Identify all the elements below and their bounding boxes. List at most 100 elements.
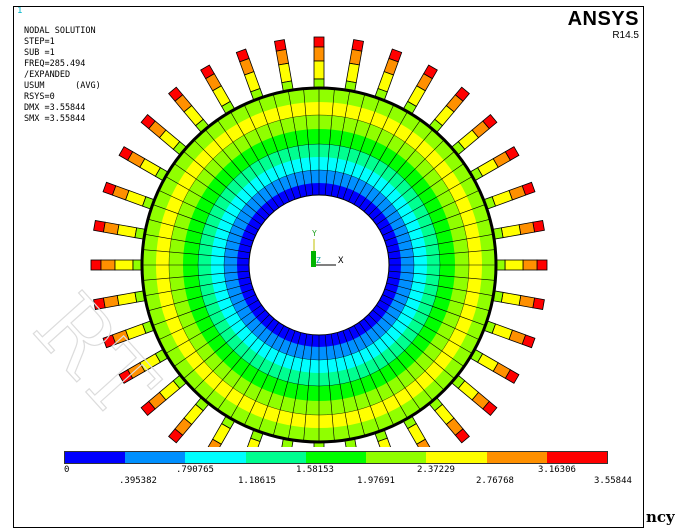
mesh-line (348, 105, 394, 202)
legend-label-top: 0 (64, 465, 70, 475)
mesh-line (368, 140, 444, 216)
mesh-line (303, 334, 314, 441)
mesh-line (217, 322, 280, 410)
mesh-line (288, 91, 308, 197)
info-line-smx: SMX =3.55844 (24, 114, 86, 124)
mesh-line (303, 89, 314, 196)
window-number: 1 (17, 6, 23, 16)
mesh-line (273, 332, 302, 436)
legend-color-swatch (305, 452, 367, 463)
mesh-line (358, 322, 421, 410)
mesh-line (244, 105, 290, 202)
info-line-dmx: DMX =3.55844 (24, 103, 86, 113)
watermark-text: RT (14, 274, 176, 438)
stator-tooth (400, 64, 438, 120)
mesh-line (145, 276, 251, 296)
mesh-line (386, 219, 490, 248)
mesh-line (244, 328, 290, 425)
legend-label-bottom: .395382 (119, 476, 157, 486)
legend-label-top: 2.37229 (417, 465, 455, 475)
legend-label-bottom: 1.18615 (238, 476, 276, 486)
info-line-rsys: RSYS=0 (24, 92, 55, 102)
legend-color-swatch (185, 452, 246, 463)
contour-legend: 0 .790765 1.58153 2.37229 3.16306 .39538… (64, 451, 632, 511)
legend-color-swatch (486, 452, 547, 463)
legend-label-top: 1.58153 (296, 465, 334, 475)
graphics-viewport[interactable]: 1 NODAL SOLUTION STEP=1 SUB =1 FREQ=285.… (13, 6, 644, 528)
mesh-line (376, 304, 464, 367)
info-line-expanded: /EXPANDED (24, 70, 71, 80)
mesh-line (372, 151, 455, 221)
triad-y-label: Y (312, 229, 317, 238)
mesh-line (342, 99, 380, 200)
mesh-line (353, 325, 408, 418)
ansys-logo: ANSYS R14.5 (568, 8, 639, 41)
mesh-line (353, 112, 408, 205)
mesh-line (387, 276, 493, 296)
mesh-line (336, 94, 365, 198)
info-line-freq: FREQ=285.494 (24, 59, 86, 69)
stator-teeth (90, 36, 548, 447)
mesh-line (194, 140, 270, 216)
mesh-line (384, 288, 485, 326)
stator-tooth (313, 36, 325, 94)
mesh-line (148, 219, 252, 248)
mesh-line (148, 282, 252, 311)
mesh-line (342, 330, 380, 431)
info-line-usum: USUM (AVG) (24, 81, 101, 91)
mesh-line (258, 330, 296, 431)
mesh-line (379, 299, 472, 354)
mesh-line (174, 163, 262, 226)
mesh-line (324, 89, 335, 196)
legend-label-bottom: 1.97691 (357, 476, 395, 486)
triad-z-label: Z (316, 256, 321, 265)
legend-color-swatch (546, 452, 607, 463)
info-line-title: NODAL SOLUTION (24, 26, 96, 36)
brand-version: R14.5 (612, 30, 639, 41)
stator-tooth (464, 346, 520, 384)
legend-color-bar (64, 451, 608, 464)
legend-color-swatch (125, 452, 186, 463)
mesh-line (386, 282, 490, 311)
mesh-line (330, 91, 350, 197)
mesh-line (159, 294, 256, 340)
mesh-line (330, 333, 350, 439)
stator-tooth (168, 392, 213, 444)
stator-tooth (343, 39, 364, 97)
mesh-line (379, 176, 472, 231)
mesh-line (217, 120, 280, 208)
triad-x-label: X (338, 256, 344, 266)
mesh-line (324, 334, 335, 441)
legend-color-swatch (366, 452, 427, 463)
stator-tooth (490, 259, 548, 271)
mesh-line (382, 190, 479, 236)
mesh-line (153, 288, 254, 326)
brand-name: ANSYS (567, 8, 639, 30)
mesh-line (166, 176, 259, 231)
legend-color-swatch (426, 452, 487, 463)
mesh-line (382, 294, 479, 340)
legend-label-top: 3.16306 (538, 465, 576, 475)
coordinate-triad-icon: Y Z X (311, 229, 344, 267)
stator-tooth (200, 64, 238, 120)
mesh-line (363, 129, 433, 212)
mesh-line (388, 249, 495, 260)
mesh-line (288, 333, 308, 439)
solution-info-block: NODAL SOLUTION STEP=1 SUB =1 FREQ=285.49… (24, 26, 101, 125)
mesh-line (336, 332, 365, 436)
stator-tooth (93, 220, 151, 241)
mesh-line (194, 314, 270, 390)
mesh-line (273, 94, 302, 198)
stator-contour-plot: Y Z X (90, 36, 548, 447)
mesh-line (145, 234, 251, 254)
mesh-line (183, 151, 266, 221)
legend-label-bottom: 3.55844 (594, 476, 632, 486)
mesh-line (143, 249, 250, 260)
mesh-line (348, 328, 394, 425)
trailing-text: ncy (646, 508, 675, 526)
mesh-line (388, 270, 495, 281)
mesh-line (358, 120, 421, 208)
mesh-line (384, 204, 485, 242)
mesh-line (183, 309, 266, 379)
